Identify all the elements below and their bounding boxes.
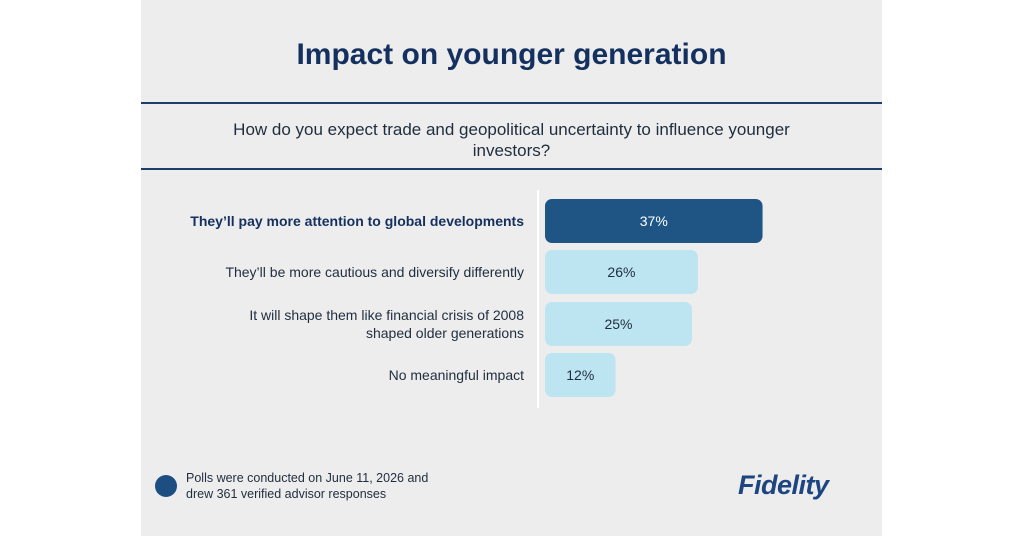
fidelity-logo: Fidelity bbox=[738, 470, 829, 500]
bar-2 bbox=[545, 302, 692, 346]
category-label-1: They’ll be more cautious and diversify d… bbox=[225, 264, 524, 280]
category-label-line: No meaningful impact bbox=[389, 367, 525, 383]
bar-value-label-0: 37% bbox=[640, 213, 668, 229]
poll-note: Polls were conducted on June 11, 2026 an… bbox=[186, 470, 456, 502]
bar-chart: 37% They’ll pay more attention to global … bbox=[141, 190, 882, 410]
question-divider bbox=[141, 168, 882, 170]
bar-1 bbox=[545, 250, 698, 294]
infographic-card: Impact on younger generation How do you … bbox=[141, 0, 882, 536]
category-label-line: They’ll pay more attention to global dev… bbox=[190, 213, 524, 229]
poll-note-line-2: drew 361 verified advisor responses bbox=[186, 487, 387, 501]
category-label-2: It will shape them like financial crisis… bbox=[249, 307, 524, 341]
bar-3 bbox=[545, 353, 616, 397]
title-divider bbox=[141, 102, 882, 104]
category-label-3: No meaningful impact bbox=[389, 367, 525, 383]
bar-0 bbox=[545, 199, 763, 243]
bar-value-label-2: 25% bbox=[604, 316, 632, 332]
bar-value-label-3: 12% bbox=[566, 367, 594, 383]
category-label-line: They’ll be more cautious and diversify d… bbox=[225, 264, 524, 280]
category-label-line: It will shape them like financial crisis… bbox=[249, 307, 524, 323]
category-label-line: shaped older generations bbox=[366, 325, 524, 341]
footer-dot-icon bbox=[155, 475, 177, 497]
page-title: Impact on younger generation bbox=[296, 38, 727, 71]
category-label-0: They’ll pay more attention to global dev… bbox=[190, 213, 524, 229]
poll-note-line-1: Polls were conducted on June 11, 2026 an… bbox=[186, 471, 429, 485]
bar-value-label-1: 26% bbox=[607, 264, 635, 280]
bar-chart-svg: 37% They’ll pay more attention to global … bbox=[190, 190, 763, 408]
survey-question: How do you expect trade and geopolitical… bbox=[233, 120, 790, 160]
